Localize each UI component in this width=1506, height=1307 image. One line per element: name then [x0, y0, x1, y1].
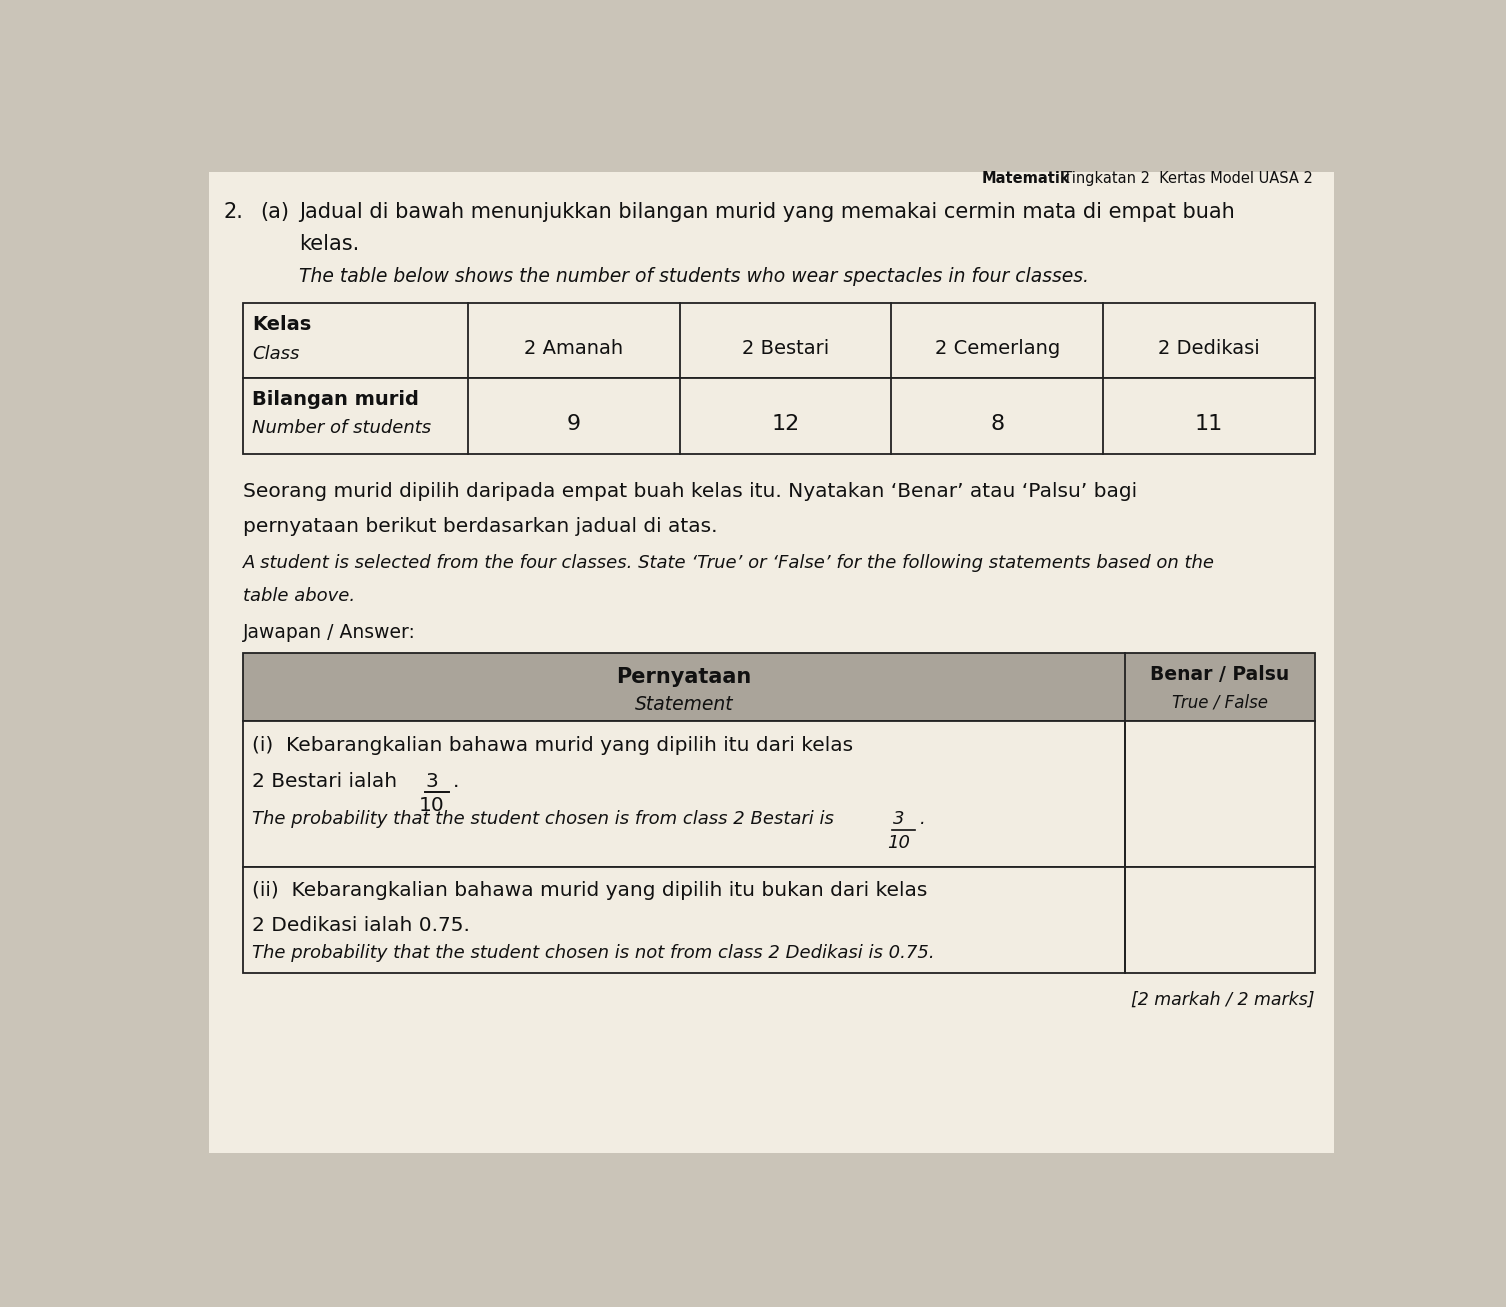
Text: Class: Class [253, 345, 300, 363]
Text: The probability that the student chosen is from class 2 Bestari is: The probability that the student chosen … [253, 810, 834, 829]
Text: 2 Amanah: 2 Amanah [524, 339, 623, 358]
Text: 2 Bestari: 2 Bestari [742, 339, 830, 358]
Text: Jawapan / Answer:: Jawapan / Answer: [242, 623, 416, 642]
Text: Benar / Palsu: Benar / Palsu [1151, 665, 1289, 684]
Text: (ii)  Kebarangkalian bahawa murid yang dipilih itu bukan dari kelas: (ii) Kebarangkalian bahawa murid yang di… [253, 881, 928, 901]
Text: Tingkatan 2  Kertas Model UASA 2: Tingkatan 2 Kertas Model UASA 2 [1054, 171, 1313, 186]
Text: 3: 3 [426, 771, 438, 791]
FancyBboxPatch shape [242, 654, 1315, 721]
FancyBboxPatch shape [242, 378, 1315, 454]
Text: 9: 9 [566, 414, 581, 434]
Text: .: . [453, 771, 459, 791]
Text: 8: 8 [989, 414, 1005, 434]
Text: 2 Cemerlang: 2 Cemerlang [935, 339, 1060, 358]
Text: table above.: table above. [242, 587, 355, 605]
Text: Pernyataan: Pernyataan [616, 667, 751, 687]
FancyBboxPatch shape [242, 721, 1125, 868]
Text: .: . [920, 810, 926, 829]
Text: 2.: 2. [223, 203, 242, 222]
Text: 10: 10 [887, 834, 911, 852]
Text: 2 Bestari ialah: 2 Bestari ialah [253, 771, 404, 791]
FancyBboxPatch shape [242, 303, 1315, 378]
Text: kelas.: kelas. [300, 234, 360, 255]
Text: Statement: Statement [634, 695, 733, 714]
Text: Seorang murid dipilih daripada empat buah kelas itu. Nyatakan ‘Benar’ atau ‘Pals: Seorang murid dipilih daripada empat bua… [242, 482, 1137, 501]
Text: (a): (a) [261, 203, 289, 222]
Text: The table below shows the number of students who wear spectacles in four classes: The table below shows the number of stud… [300, 267, 1089, 285]
Text: 2 Dedikasi: 2 Dedikasi [1158, 339, 1259, 358]
Text: 11: 11 [1194, 414, 1223, 434]
FancyBboxPatch shape [209, 173, 1334, 1153]
Text: Jadual di bawah menunjukkan bilangan murid yang memakai cermin mata di empat bua: Jadual di bawah menunjukkan bilangan mur… [300, 203, 1235, 222]
Text: 12: 12 [771, 414, 800, 434]
Text: A student is selected from the four classes. State ‘True’ or ‘False’ for the fol: A student is selected from the four clas… [242, 554, 1215, 572]
Text: 3: 3 [893, 810, 905, 829]
Text: Number of students: Number of students [253, 418, 432, 437]
FancyBboxPatch shape [242, 868, 1125, 972]
Text: (i)  Kebarangkalian bahawa murid yang dipilih itu dari kelas: (i) Kebarangkalian bahawa murid yang dip… [253, 736, 854, 754]
Text: [2 markah / 2 marks]: [2 markah / 2 marks] [1131, 991, 1315, 1009]
Text: The probability that the student chosen is not from class 2 Dedikasi is 0.75.: The probability that the student chosen … [253, 944, 935, 962]
Text: Matematik: Matematik [982, 171, 1071, 186]
FancyBboxPatch shape [1125, 868, 1315, 972]
Text: pernyataan berikut berdasarkan jadual di atas.: pernyataan berikut berdasarkan jadual di… [242, 518, 717, 536]
Text: 10: 10 [419, 796, 446, 814]
Text: Bilangan murid: Bilangan murid [253, 391, 419, 409]
FancyBboxPatch shape [1125, 721, 1315, 868]
Text: 2 Dedikasi ialah 0.75.: 2 Dedikasi ialah 0.75. [253, 916, 470, 935]
Text: Kelas: Kelas [253, 315, 312, 333]
Text: True / False: True / False [1172, 693, 1268, 711]
